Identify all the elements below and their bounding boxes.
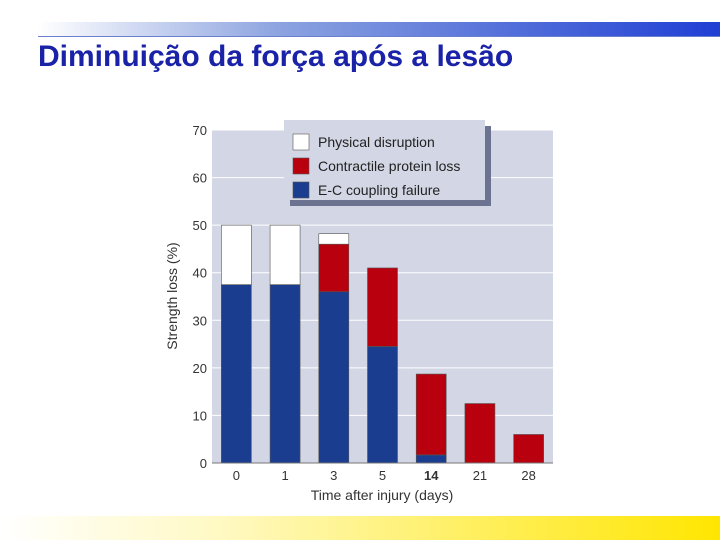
x-axis-title: Time after injury (days) [311,487,454,503]
x-tick-label: 5 [379,468,386,483]
bar-segment [221,224,252,285]
bar-segment [415,454,447,464]
legend-swatch [292,157,310,175]
y-axis-title: Strength loss (%) [164,242,180,349]
x-tick-labels: 0 1 3 5 14 21 28 [233,468,536,483]
legend-swatch [292,133,310,151]
bar-segment [464,403,496,464]
bar-segment [513,434,544,464]
bar-segment [318,233,350,245]
y-tick-label: 0 [200,456,207,471]
y-tick-label: 70 [193,123,207,138]
legend-label: E-C coupling failure [318,182,440,198]
x-tick-label: 28 [521,468,535,483]
x-tick-label: 21 [473,468,487,483]
y-tick-label: 40 [193,266,207,281]
title-decoration-bar [38,22,720,37]
footer-decoration-bar [0,516,720,540]
x-tick-label: 14 [424,468,439,483]
y-tick-labels: 0 10 20 30 40 50 60 70 [193,123,207,471]
legend: Physical disruption Contractile protein l… [284,120,491,206]
x-tick-label: 1 [281,468,288,483]
y-tick-label: 20 [193,361,207,376]
legend-label: Physical disruption [318,134,435,150]
y-tick-label: 50 [193,218,207,233]
y-tick-label: 60 [193,171,207,186]
bar-segment [415,373,447,456]
legend-label: Contractile protein loss [318,158,460,174]
x-tick-label: 3 [330,468,337,483]
legend-box [284,120,485,200]
bar-segment [221,284,252,464]
bar-segment [269,284,301,464]
slide-title: Diminuição da força após a lesão [38,40,514,73]
x-tick-label: 0 [233,468,240,483]
bar-segment [367,267,398,347]
bar-segment [318,291,350,464]
legend-swatch [292,181,310,199]
bar-segment [318,243,350,293]
y-tick-label: 30 [193,313,207,328]
y-tick-label: 10 [193,408,207,423]
bar-segment [269,224,301,285]
strength-loss-chart: 0 10 20 30 40 50 60 70 0 1 3 5 14 21 28 Time after in… [164,120,553,503]
bar-segment [367,346,398,464]
